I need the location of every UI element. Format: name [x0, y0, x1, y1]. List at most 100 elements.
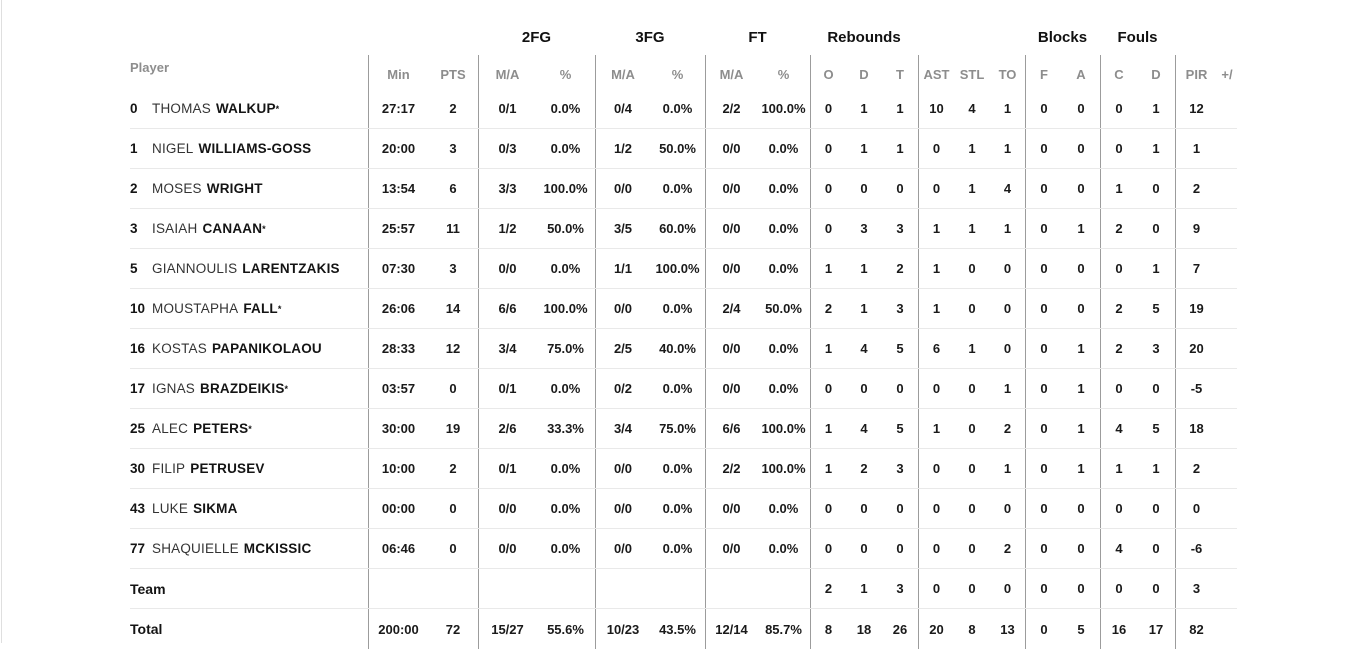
foul-drawn-value: 0 [1152, 581, 1160, 596]
reb-t-value: 26 [892, 621, 908, 637]
min-value: 20:00 [368, 129, 428, 168]
3fg-pct-value: 0.0% [662, 101, 693, 116]
blk-favour-value: 0 [1025, 169, 1062, 208]
2fg-ma-value: 0/1 [478, 89, 536, 128]
starter-asterisk: * [248, 423, 252, 434]
group-header-3fg: 3FG [635, 29, 665, 46]
to-value: 1 [1003, 141, 1012, 156]
player-last-name: CANAAN [202, 221, 263, 236]
pir-value: 20 [1175, 329, 1217, 368]
group-header-fouls: Fouls [1117, 29, 1158, 46]
plus-minus-value [1217, 289, 1237, 328]
3fg-pct-value: 0.0% [662, 381, 693, 396]
foul-drawn-value: 1 [1152, 101, 1160, 116]
stl-value: 0 [968, 501, 976, 516]
player-last-name: SIKMA [193, 501, 238, 516]
min-column-header: Min [368, 55, 428, 89]
player-last-name: WALKUP [215, 101, 276, 116]
foul-committed-value: 1 [1100, 449, 1137, 488]
player-row: 5 GIANNOULIS LARENTZAKIS 07:30 3 0/0 0.0% 1/1 1… [130, 249, 1237, 289]
player-first-name: LUKE [152, 501, 189, 516]
foul-committed-value: 2 [1100, 209, 1137, 248]
player-name-cell: 43 LUKE SIKMA [130, 489, 368, 528]
blk-against-value: 1 [1077, 461, 1085, 476]
player-name-cell: 30 FILIP PETRUSEV [130, 449, 368, 488]
ast-value: 0 [918, 529, 954, 568]
foul-committed-value: 4 [1100, 529, 1137, 568]
group-header-ft: FT [748, 29, 767, 46]
3fg-ma-value: 0/0 [595, 169, 650, 208]
player-row: 25 ALEC PETERS * 30:00 19 2/6 33.3% 3/4 75.0% 6/6… [130, 409, 1237, 449]
2fg-ma-value: 3/4 [478, 329, 536, 368]
3fg-ma-value: 1/2 [595, 129, 650, 168]
2fg-pct-value: 75.0% [547, 341, 584, 356]
pir-value: 82 [1175, 609, 1217, 649]
blk-against-value: 0 [1077, 141, 1085, 156]
blk-against-value: 0 [1077, 541, 1085, 556]
jersey-number: 16 [130, 341, 146, 356]
starter-asterisk: * [284, 383, 289, 394]
box-score-table: 2FG 3FG FT Rebounds Blocks Fouls Player … [130, 20, 1237, 649]
foul-drawn-value: 1 [1152, 461, 1160, 476]
ft-pct-value: 0.0% [768, 221, 799, 236]
foul-drawn-value: 1 [1152, 261, 1160, 276]
player-last-name: PAPANIKOLAOU [211, 341, 322, 356]
group-spacer [918, 20, 1025, 55]
ast-value: 0 [918, 169, 954, 208]
ft-pct-value: 0.0% [768, 181, 799, 196]
plus-minus-value [1217, 529, 1237, 568]
reb-d-column-header: D [859, 67, 869, 82]
player-first-name: THOMAS [152, 101, 211, 116]
reb-t-column-header: T [896, 67, 904, 82]
pts-value [428, 569, 478, 608]
ft-ma-column-header: M/A [705, 55, 757, 89]
foul-committed-value: 0 [1100, 489, 1137, 528]
3fg-ma-column-header: M/A [595, 55, 650, 89]
2fg-ma-value: 0/0 [478, 489, 536, 528]
foul-committed-value: 2 [1100, 329, 1137, 368]
ast-value: 0 [918, 569, 954, 608]
2fg-pct-value: 0.0% [550, 541, 581, 556]
plus-minus-column-header: +/ [1221, 67, 1233, 82]
ft-ma-value: 0/0 [705, 209, 757, 248]
player-last-name: PETRUSEV [190, 461, 265, 476]
foul-committed-column-header: C [1100, 55, 1137, 89]
min-value: 03:57 [368, 369, 428, 408]
2fg-ma-value: 1/2 [478, 209, 536, 248]
player-column-header: Player [130, 60, 170, 75]
player-last-name: MCKISSIC [243, 541, 312, 556]
reb-o-value: 0 [810, 489, 846, 528]
pts-value: 3 [449, 141, 457, 156]
reb-o-value: 2 [810, 569, 846, 608]
ft-ma-value: 6/6 [705, 409, 757, 448]
reb-o-value: 0 [810, 169, 846, 208]
jersey-number: 5 [130, 261, 138, 276]
jersey-number: 77 [130, 541, 146, 556]
player-row: 1 NIGEL WILLIAMS-GOSS 20:00 3 0/3 0.0% 1/2 50.0… [130, 129, 1237, 169]
player-first-name: MOUSTAPHA [152, 301, 239, 316]
foul-committed-value: 0 [1100, 89, 1137, 128]
player-name-cell: 16 KOSTAS PAPANIKOLAOU [130, 329, 368, 368]
pts-value: 72 [445, 621, 461, 637]
ft-ma-value: 2/2 [705, 89, 757, 128]
player-last-name: WILLIAMS-GOSS [198, 141, 312, 156]
jersey-number: 3 [130, 221, 138, 236]
to-value: 1 [1003, 101, 1012, 116]
ast-value: 1 [918, 409, 954, 448]
player-name-cell: 2 MOSES WRIGHT [130, 169, 368, 208]
pts-column-header: PTS [440, 67, 466, 82]
blk-against-value: 0 [1077, 301, 1085, 316]
2fg-pct-value: 0.0% [550, 141, 581, 156]
3fg-ma-value: 2/5 [595, 329, 650, 368]
3fg-ma-value: 0/0 [595, 449, 650, 488]
player-name-cell: 10 MOUSTAPHA FALL * [130, 289, 368, 328]
player-last-name: FALL [243, 301, 278, 316]
player-row: 3 ISAIAH CANAAN * 25:57 11 1/2 50.0% 3/5 60.0% 0/… [130, 209, 1237, 249]
to-value: 4 [1003, 181, 1012, 196]
min-value: 200:00 [368, 609, 428, 649]
player-row: 2 MOSES WRIGHT 13:54 6 3/3 100.0% 0/0 0.0% 0/0 0.… [130, 169, 1237, 209]
blk-against-value: 0 [1077, 101, 1085, 116]
summary-row-label: Total [130, 621, 163, 637]
pir-column-header: PIR [1175, 55, 1217, 89]
